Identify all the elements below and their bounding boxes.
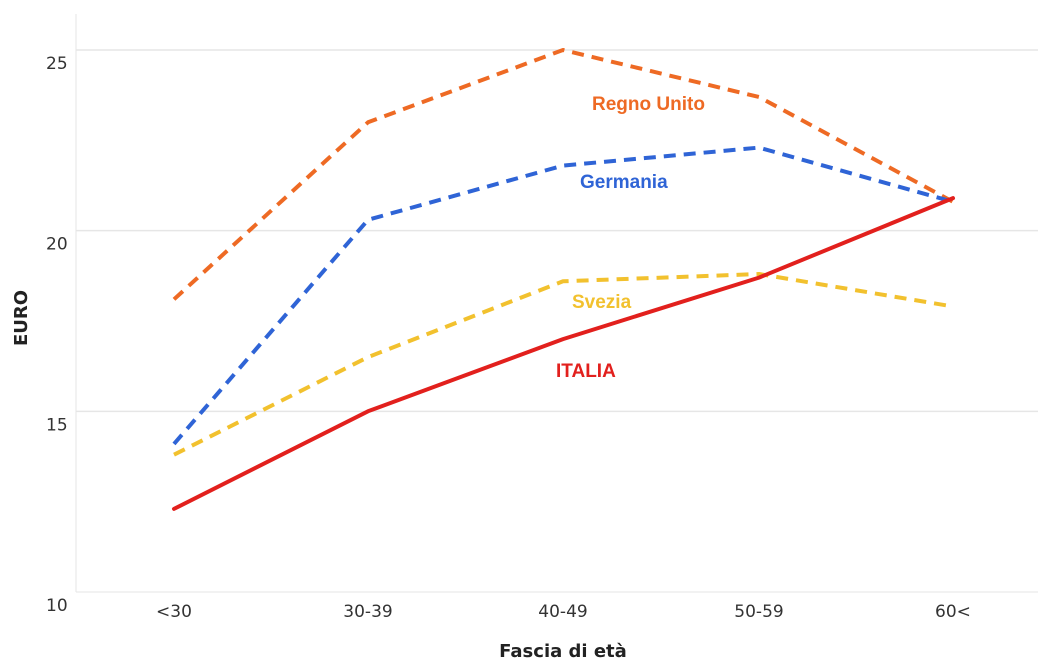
grid-layer [76,50,1038,411]
series-label-svezia: Svezia [572,292,632,313]
series-line-germania [174,148,953,444]
y-tick-label-25: 25 [46,54,68,74]
y-tick-label-20: 20 [46,235,68,255]
x-tick-label-3: 50-59 [734,602,783,622]
series-lines [174,50,953,509]
x-tick-label-0: <30 [156,602,192,622]
series-label-italia: ITALIA [556,361,616,382]
y-tick-label-10: 10 [46,596,68,616]
x-tick-label-2: 40-49 [538,602,587,622]
y-tick-label-15: 15 [46,415,68,435]
x-tick-label-4: 60< [935,602,971,622]
x-tick-label-1: 30-39 [343,602,392,622]
series-label-germania: Germania [580,172,668,193]
series-line-italia [174,198,953,509]
y-tick-labels: 10 15 20 25 [46,54,68,616]
series-line-regno-unito [174,50,953,299]
y-axis-title: EURO [11,290,32,346]
x-axis-title: Fascia di età [499,641,627,662]
series-label-regno-unito: Regno Unito [592,94,705,115]
x-tick-labels: <30 30-39 40-49 50-59 60< [156,602,971,622]
series-labels: Regno Unito Germania Svezia ITALIA [556,94,705,382]
